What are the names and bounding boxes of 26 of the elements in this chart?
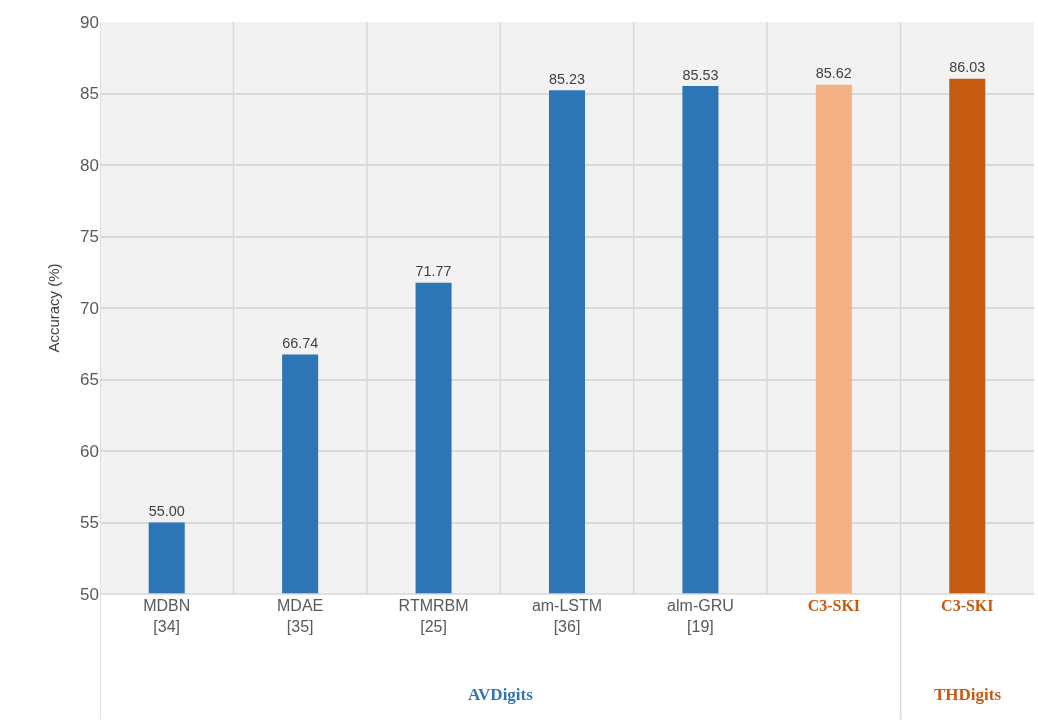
data-label: 55.00 bbox=[148, 503, 185, 520]
x-tick-label: MDAE [35] bbox=[277, 597, 324, 635]
data-label: 86.03 bbox=[949, 59, 986, 76]
x-tick-label: RTMRBM [25] bbox=[398, 597, 469, 635]
y-tick-label: 75 bbox=[80, 227, 99, 247]
y-tick-label: 70 bbox=[80, 298, 99, 318]
x-tick-label: C3-SKI bbox=[807, 597, 861, 614]
x-tick-label: am-LSTM [36] bbox=[531, 597, 603, 635]
data-label: 85.62 bbox=[815, 65, 852, 82]
y-tick-label: 90 bbox=[80, 12, 99, 32]
x-tick-label: C3-SKI bbox=[941, 597, 994, 614]
y-tick-label: 80 bbox=[80, 155, 99, 175]
y-axis-title: Accuracy (%) bbox=[45, 263, 63, 353]
text: THDigits bbox=[934, 685, 1002, 704]
x-tick-label: alm-GRU [19] bbox=[667, 597, 734, 635]
data-label: 85.53 bbox=[682, 66, 719, 83]
y-tick-label: 65 bbox=[80, 370, 99, 390]
x-tick-label: MDBN [34] bbox=[143, 597, 191, 635]
text: AVDigits bbox=[468, 685, 534, 704]
data-label: 66.74 bbox=[282, 335, 319, 352]
y-tick-label: 85 bbox=[80, 84, 99, 104]
y-tick-label: 50 bbox=[80, 584, 99, 604]
y-tick-label: 60 bbox=[80, 441, 99, 461]
data-label: 85.23 bbox=[549, 70, 585, 87]
y-tick-label: 55 bbox=[80, 513, 99, 533]
data-label: 71.77 bbox=[415, 263, 452, 280]
